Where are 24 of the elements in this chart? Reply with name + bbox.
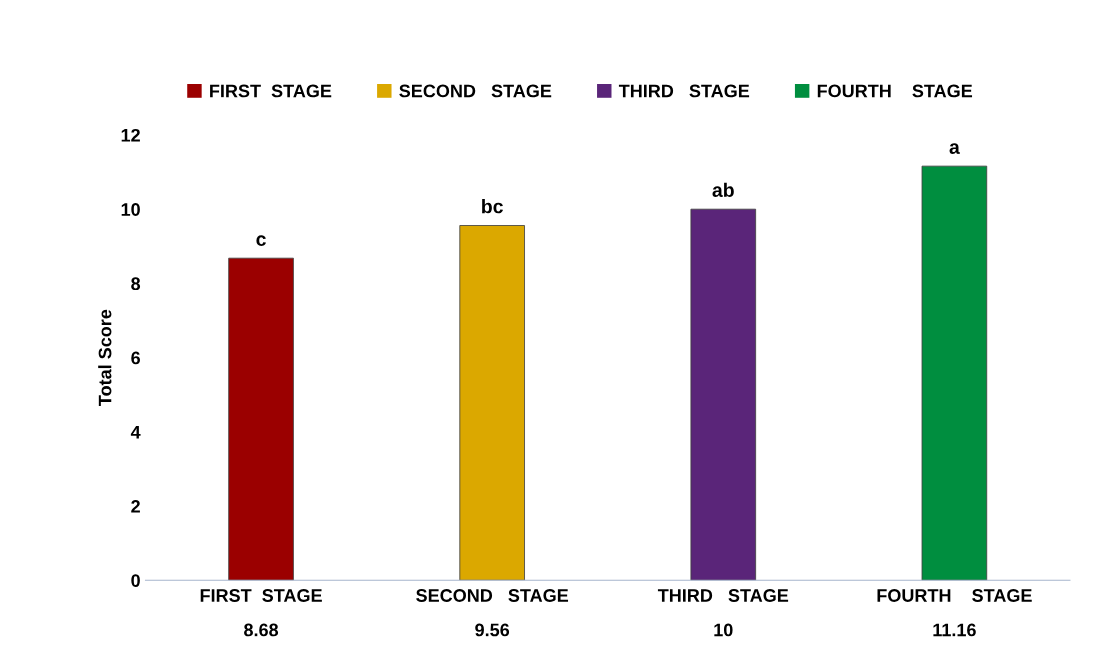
x-tick-label: FOURTH STAGE <box>877 589 1032 602</box>
annotation: a <box>949 143 960 154</box>
x-tick-label: FIRST STAGE <box>200 589 322 602</box>
y-tick-label: 8 <box>131 277 141 291</box>
y-tick-label: 6 <box>131 351 140 365</box>
y-tick-label: 4 <box>130 425 141 439</box>
annotation: ab <box>712 182 734 198</box>
x-tick-label: SECOND STAGE <box>416 589 569 602</box>
legend-label: THIRD STAGE <box>618 84 750 98</box>
annotation: bc <box>482 199 503 214</box>
y-tick-label: 2 <box>131 500 140 513</box>
x-tick-label: THIRD STAGE <box>657 589 789 602</box>
data-label: 11.16 <box>933 623 976 637</box>
y-axis-title: Total Score <box>98 309 112 406</box>
data-label: 9.56 <box>475 623 510 637</box>
data-label: 10 <box>714 623 733 637</box>
legend-label: FIRST STAGE <box>210 84 332 98</box>
y-tick-label: 12 <box>121 128 140 142</box>
legend-label: SECOND STAGE <box>399 84 552 98</box>
data-label: 8.68 <box>244 623 279 637</box>
y-tick-label: 0 <box>131 574 140 587</box>
y-tick-label: 10 <box>121 203 140 216</box>
annotation: c <box>256 235 266 246</box>
legend-label: FOURTH STAGE <box>817 84 973 98</box>
